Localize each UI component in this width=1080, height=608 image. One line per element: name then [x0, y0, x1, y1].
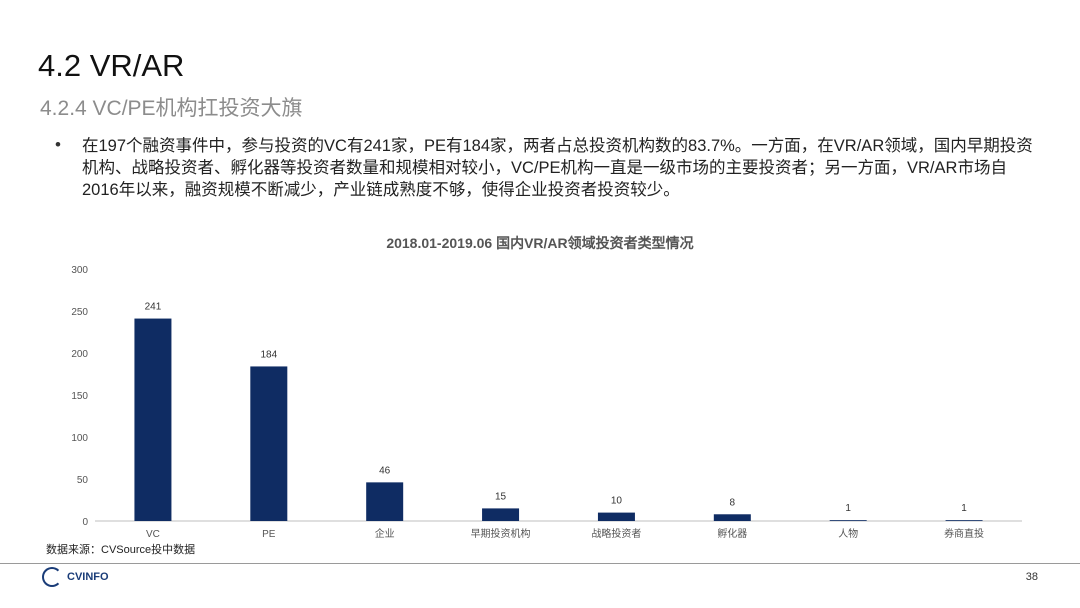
chart-title: 2018.01-2019.06 国内VR/AR领域投资者类型情况 — [386, 235, 694, 251]
x-tick-label: 企业 — [375, 527, 395, 540]
y-tick-label: 200 — [71, 349, 88, 360]
bullet-dot-icon: • — [55, 135, 61, 154]
bar — [482, 508, 520, 521]
x-tick-label: 早期投资机构 — [471, 527, 531, 540]
data-label: 1 — [845, 503, 851, 514]
y-tick-label: 250 — [71, 307, 88, 318]
slide-title: 4.2 VR/AR — [38, 48, 185, 83]
bar — [945, 520, 983, 521]
source-note: 数据来源：CVSource投中数据 — [46, 544, 196, 556]
y-tick-label: 150 — [71, 391, 88, 402]
slide-subtitle: 4.2.4 VC/PE机构扛投资大旗 — [40, 97, 303, 120]
x-tick-label: 孵化器 — [717, 527, 747, 540]
y-tick-label: 0 — [82, 517, 88, 528]
footer-divider — [0, 563, 1080, 564]
data-label: 184 — [260, 349, 277, 360]
bullet-paragraph: • 在197个融资事件中，参与投资的VC有241家，PE有184家，两者占总投资… — [55, 135, 1033, 201]
x-tick-label: 券商直投 — [944, 527, 984, 540]
cvinfo-logo: CVINFO — [42, 567, 109, 587]
bar — [829, 520, 867, 521]
x-tick-label: VC — [146, 529, 160, 540]
logo-text: CVINFO — [67, 571, 109, 583]
y-tick-label: 300 — [71, 265, 88, 276]
bar-chart: 0 50 100 150 200 250 300 241 VC 184 PE 46 企业 15 早期投资机构… — [71, 265, 1022, 540]
data-label: 10 — [611, 496, 623, 507]
bar — [250, 366, 288, 521]
y-tick-label: 50 — [77, 475, 89, 486]
x-tick-label: 人物 — [838, 527, 858, 540]
data-label: 46 — [379, 465, 391, 476]
data-label: 1 — [961, 503, 967, 514]
bar — [713, 514, 751, 521]
x-tick-label: 战略投资者 — [591, 527, 641, 540]
bar — [597, 512, 635, 521]
bar — [366, 482, 404, 521]
y-tick-label: 100 — [71, 433, 88, 444]
page-number: 38 — [1025, 571, 1038, 583]
bar — [134, 318, 172, 521]
data-label: 8 — [730, 497, 736, 508]
x-tick-label: PE — [262, 529, 276, 540]
logo-mark-icon — [42, 567, 62, 587]
data-label: 241 — [145, 302, 162, 313]
data-label: 15 — [495, 491, 507, 502]
bullet-text: 在197个融资事件中，参与投资的VC有241家，PE有184家，两者占总投资机构… — [82, 137, 1033, 199]
